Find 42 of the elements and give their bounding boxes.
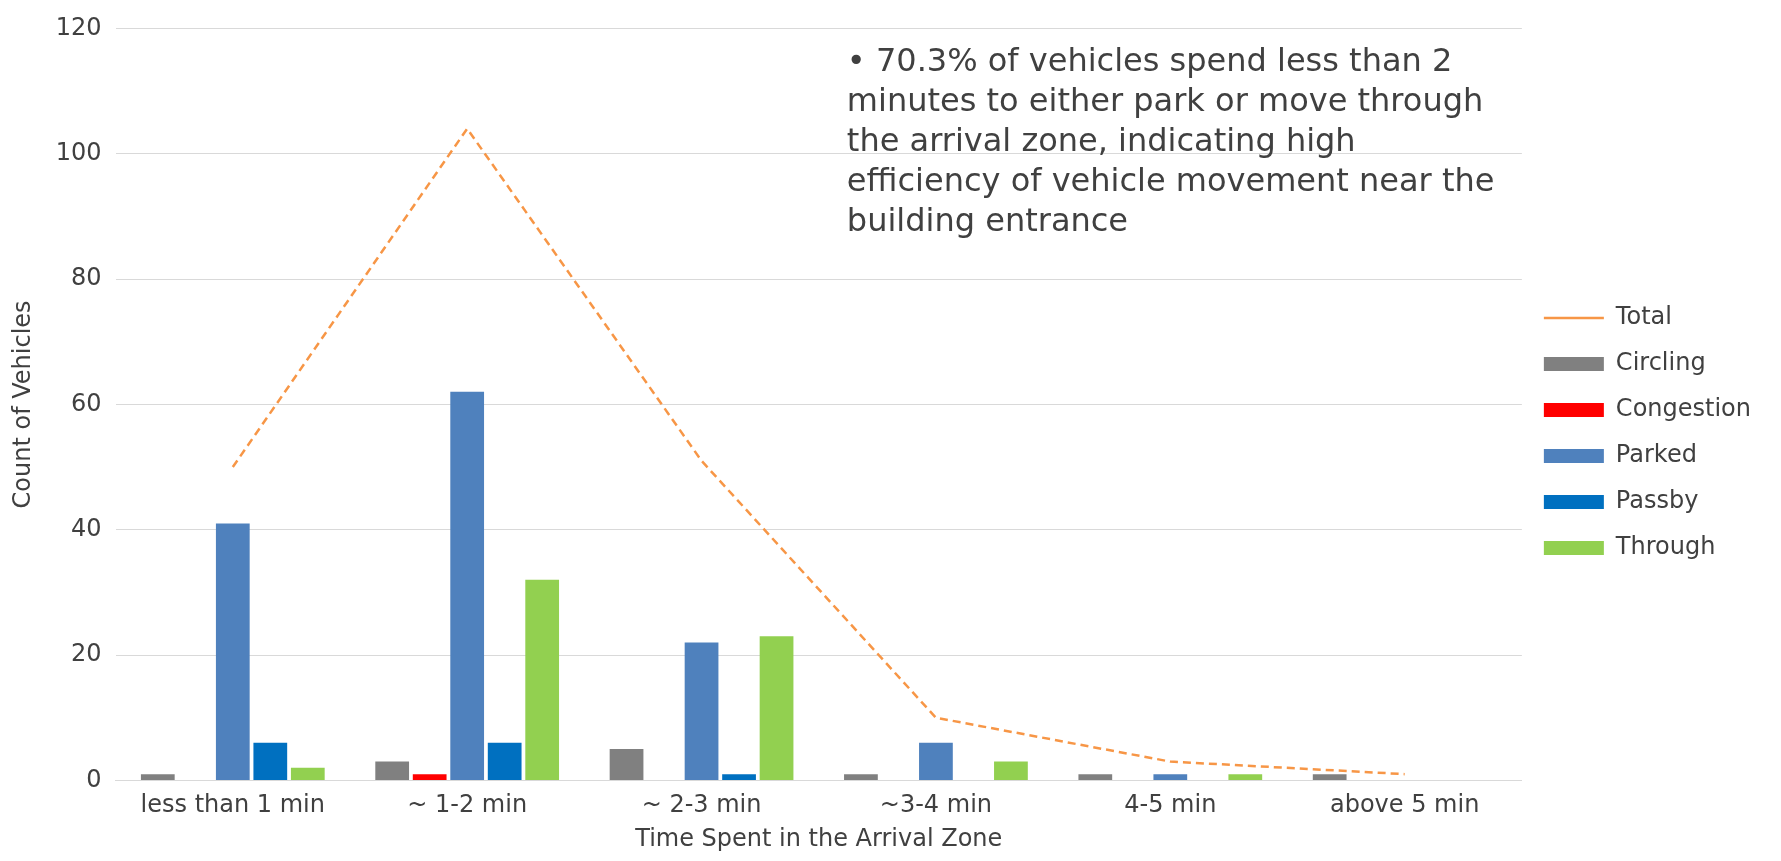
legend-label: Circling (1615, 348, 1706, 377)
y-axis-title: Count of Vehicles (7, 300, 36, 509)
bar (525, 579, 560, 780)
x-tick-label: ~ 2-3 min (641, 790, 762, 819)
annotation: • 70.3% of vehicles spend less than 2 minutes to either park or move through the arrival zone, indicating high efficiency of vehicle movement near the building entrance (846, 40, 1495, 239)
legend-label: Through (1614, 532, 1716, 561)
bar (919, 742, 953, 780)
bar (684, 642, 719, 780)
bar (759, 636, 794, 780)
y-tick-label: 40 (71, 513, 102, 542)
x-axis-title: Time Spent in the Arrival Zone (634, 823, 1003, 852)
bar (253, 742, 288, 780)
legend-label: Total (1614, 302, 1672, 331)
x-tick-label: ~3-4 min (879, 790, 993, 819)
bar (290, 767, 325, 780)
y-tick-label: 120 (55, 12, 102, 41)
legend-label: Parked (1615, 440, 1697, 469)
bar (722, 774, 756, 780)
bar (215, 523, 250, 780)
x-tick-label: 4-5 min (1124, 790, 1217, 819)
legend-label: Passby (1615, 486, 1699, 515)
y-tick-label: 80 (71, 263, 102, 292)
bar (375, 761, 410, 780)
x-tick-label: above 5 min (1329, 790, 1480, 819)
bar (609, 749, 644, 780)
bar (450, 391, 485, 780)
bar (844, 774, 878, 780)
bar (412, 774, 447, 780)
y-tick-label: 0 (86, 764, 102, 793)
bar (1312, 774, 1347, 780)
y-tick-label: 20 (71, 639, 102, 668)
y-tick-label: 60 (71, 388, 102, 417)
x-tick-label: less than 1 min (140, 790, 325, 819)
bar (1153, 774, 1188, 780)
y-tick-label: 100 (55, 137, 102, 166)
legend-label: Congestion (1615, 394, 1752, 423)
bar (994, 761, 1028, 780)
bar (487, 742, 522, 780)
bar (1228, 774, 1263, 780)
x-tick-label: ~ 1-2 min (407, 790, 528, 819)
bar (1078, 774, 1113, 780)
bar (140, 774, 175, 780)
